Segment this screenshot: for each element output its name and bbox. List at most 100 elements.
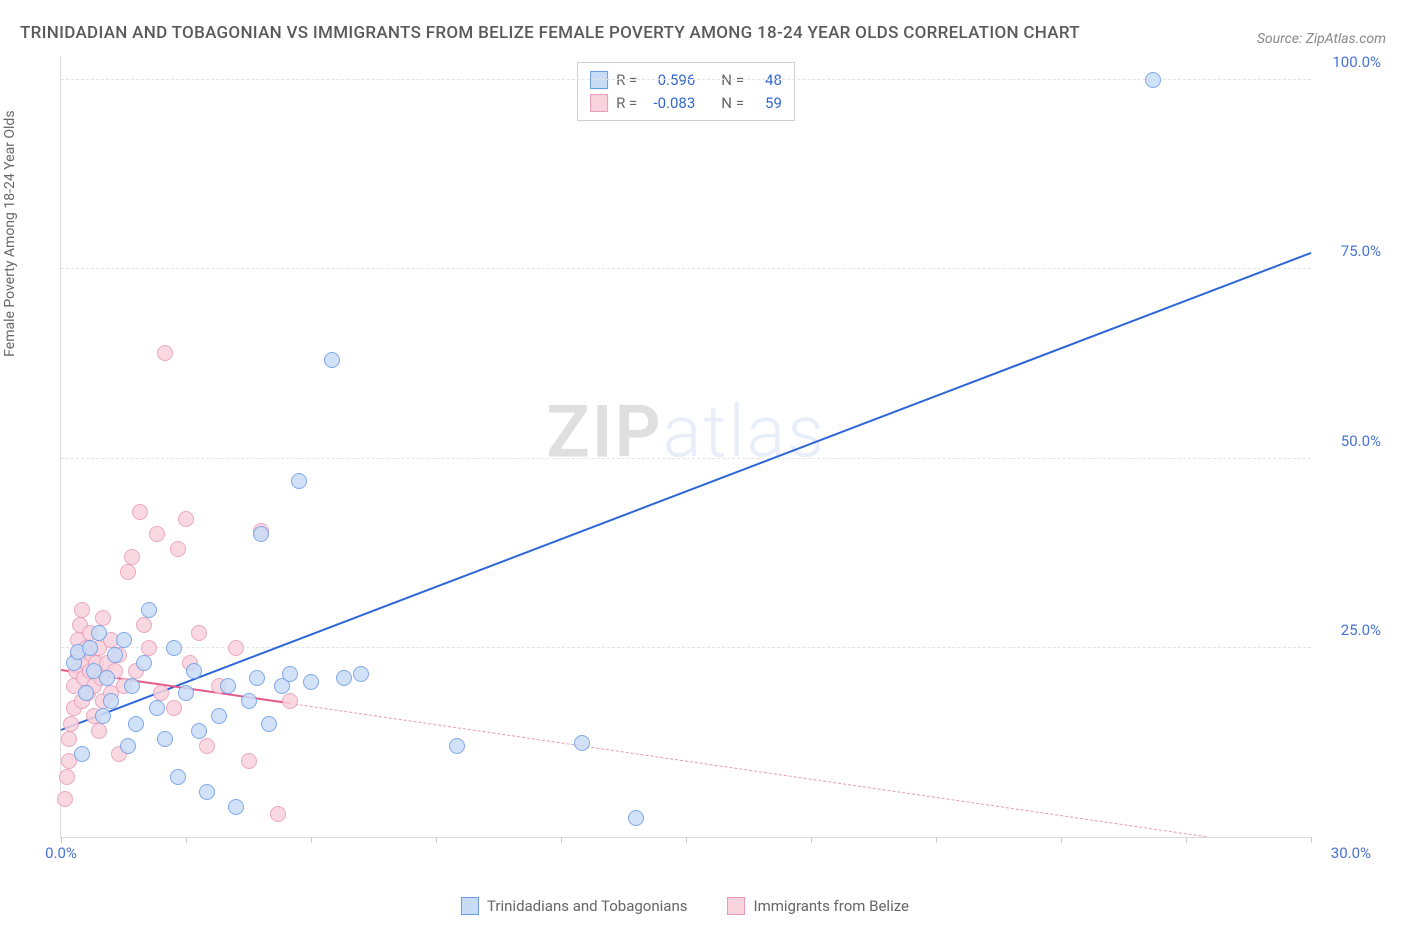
data-point xyxy=(95,610,111,626)
data-point xyxy=(128,716,144,732)
data-point xyxy=(91,723,107,739)
data-point xyxy=(136,655,152,671)
x-tick xyxy=(561,837,562,843)
gridline xyxy=(61,79,1311,80)
data-point xyxy=(63,716,79,732)
trend-line-dashed xyxy=(290,703,1207,837)
data-point xyxy=(157,731,173,747)
r-value: 0.596 xyxy=(645,69,695,92)
data-point xyxy=(74,746,90,762)
data-point xyxy=(74,602,90,618)
n-label: N = xyxy=(721,69,744,92)
data-point xyxy=(95,708,111,724)
x-tick xyxy=(686,837,687,843)
data-point xyxy=(82,640,98,656)
data-point xyxy=(91,625,107,641)
x-tick xyxy=(1186,837,1187,843)
data-point xyxy=(149,700,165,716)
data-point xyxy=(1145,72,1161,88)
data-point xyxy=(59,769,75,785)
data-point xyxy=(211,708,227,724)
data-point xyxy=(336,670,352,686)
legend-label: Trinidadians and Tobagonians xyxy=(487,897,687,915)
data-point xyxy=(449,738,465,754)
data-point xyxy=(186,663,202,679)
data-point xyxy=(303,674,319,690)
y-tick-label: 50.0% xyxy=(1341,432,1381,450)
data-point xyxy=(228,799,244,815)
legend-stat-row: R = -0.083 N = 59 xyxy=(590,92,782,115)
r-label: R = xyxy=(616,69,637,92)
data-point xyxy=(170,769,186,785)
data-point xyxy=(191,625,207,641)
data-point xyxy=(78,685,94,701)
chart-title: TRINIDADIAN AND TOBAGONIAN VS IMMIGRANTS… xyxy=(20,20,1080,47)
r-value: -0.083 xyxy=(645,92,695,115)
data-point xyxy=(157,345,173,361)
n-label: N = xyxy=(721,92,744,115)
legend-item: Immigrants from Belize xyxy=(727,897,909,915)
y-tick-label: 75.0% xyxy=(1341,242,1381,260)
data-point xyxy=(136,617,152,633)
data-point xyxy=(124,678,140,694)
legend-swatch xyxy=(590,71,608,89)
legend-item: Trinidadians and Tobagonians xyxy=(461,897,687,915)
data-point xyxy=(241,693,257,709)
data-point xyxy=(116,632,132,648)
data-point xyxy=(170,541,186,557)
data-point xyxy=(120,564,136,580)
data-point xyxy=(120,738,136,754)
legend-stats-box: R = 0.596 N = 48 R = -0.083 N = 59 xyxy=(577,62,795,121)
data-point xyxy=(282,666,298,682)
watermark: ZIPatlas xyxy=(546,389,826,474)
legend-swatch xyxy=(461,897,479,915)
data-point xyxy=(178,685,194,701)
x-tick-label: 30.0% xyxy=(1331,844,1371,862)
data-point xyxy=(261,716,277,732)
legend-swatch xyxy=(590,94,608,112)
data-point xyxy=(574,735,590,751)
x-tick-label: 0.0% xyxy=(45,844,77,862)
data-point xyxy=(153,685,169,701)
data-point xyxy=(241,753,257,769)
y-axis-label: Female Poverty Among 18-24 Year Olds xyxy=(2,111,18,357)
data-point xyxy=(107,647,123,663)
data-point xyxy=(178,511,194,527)
n-value: 59 xyxy=(752,92,782,115)
data-point xyxy=(324,352,340,368)
legend-label: Immigrants from Belize xyxy=(753,897,909,915)
r-label: R = xyxy=(616,92,637,115)
scatter-plot: ZIPatlas R =0.596N =48R =-0.083N =59 25.… xyxy=(60,57,1311,838)
data-point xyxy=(220,678,236,694)
gridline xyxy=(61,458,1311,459)
data-point xyxy=(57,791,73,807)
data-point xyxy=(628,810,644,826)
legend-stat-row: R = 0.596 N = 48 xyxy=(590,69,782,92)
n-value: 48 xyxy=(752,69,782,92)
data-point xyxy=(249,670,265,686)
x-tick xyxy=(311,837,312,843)
data-point xyxy=(99,670,115,686)
gridline xyxy=(61,647,1311,648)
x-tick xyxy=(1311,837,1312,843)
trend-line xyxy=(61,252,1312,731)
x-tick xyxy=(1061,837,1062,843)
x-tick xyxy=(436,837,437,843)
x-tick xyxy=(936,837,937,843)
data-point xyxy=(199,738,215,754)
data-point xyxy=(253,526,269,542)
data-point xyxy=(61,731,77,747)
data-point xyxy=(191,723,207,739)
gridline xyxy=(61,268,1311,269)
data-point xyxy=(282,693,298,709)
data-point xyxy=(291,473,307,489)
legend-swatch xyxy=(727,897,745,915)
data-point xyxy=(166,640,182,656)
bottom-legend: Trinidadians and Tobagonians Immigrants f… xyxy=(461,897,909,915)
data-point xyxy=(353,666,369,682)
data-point xyxy=(132,504,148,520)
y-tick-label: 100.0% xyxy=(1332,53,1381,71)
x-tick xyxy=(61,837,62,843)
data-point xyxy=(124,549,140,565)
data-point xyxy=(103,693,119,709)
